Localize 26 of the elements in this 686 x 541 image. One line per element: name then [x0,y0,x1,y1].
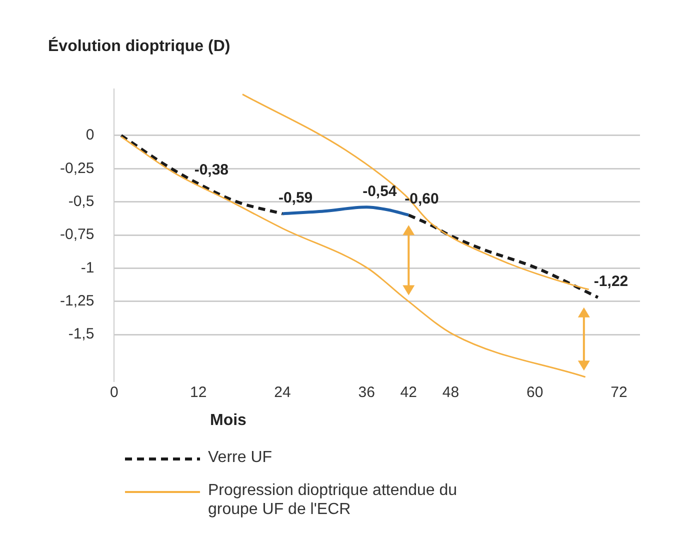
x-tick-label: 72 [610,384,628,402]
x-tick-label: 48 [442,384,460,402]
annotation: -0,38 [194,162,229,179]
y-tick-label: -1 [80,259,94,276]
x-axis-title: Mois [210,412,246,430]
x-tick-label: 24 [274,384,291,402]
legend-label: Progression dioptrique attendue du groupe UF de l'ECR [208,481,458,519]
y-tick-label: -0,5 [68,192,94,210]
annotation: -0,54 [362,182,398,200]
x-tick-label: 12 [190,384,207,402]
line-series [242,94,590,290]
y-tick-label: -0,75 [60,226,94,244]
x-tick-label: 42 [400,384,417,402]
y-tick-label: 0 [86,126,94,144]
legend-label: Verre UF [208,448,274,467]
x-tick-label: 0 [110,384,118,402]
annotation: -1,22 [594,273,628,290]
y-axis-title: Évolution dioptrique (D) [48,36,232,57]
x-tick-label: 60 [526,384,544,402]
line-series [280,206,410,217]
y-tick-label: -0,25 [60,160,94,177]
line-series [120,136,586,378]
y-tick-label: -1,25 [60,292,94,310]
annotation: -0,59 [278,189,313,206]
x-tick-label: 36 [358,384,375,402]
y-tick-label: -1,5 [68,326,94,343]
